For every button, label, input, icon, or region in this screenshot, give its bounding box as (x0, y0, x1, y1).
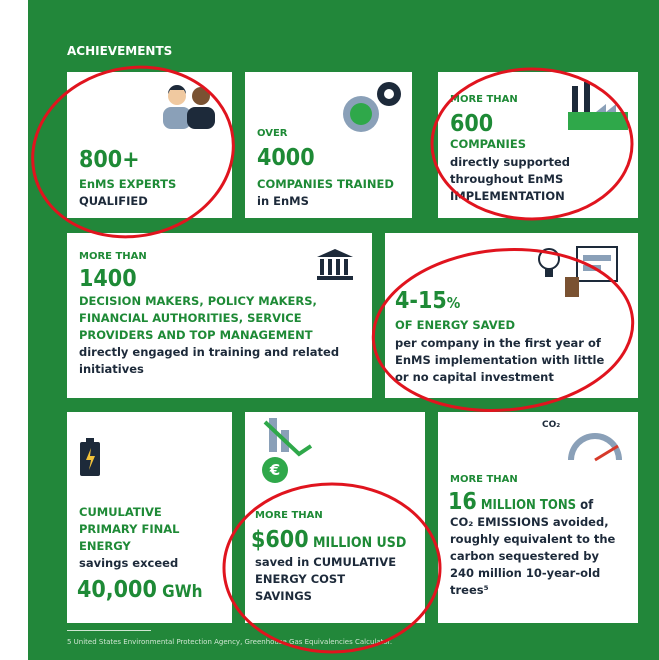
number: 40,000 GWh (77, 578, 203, 604)
line: ENERGY (79, 539, 131, 553)
prefix: MORE THAN (255, 510, 323, 521)
card: MORE THAN 1400 DECISION MAKERS, POLICY M… (67, 233, 372, 398)
unit: MILLION TONS (476, 498, 577, 513)
line: directly engaged in training and related (79, 345, 340, 359)
line: throughout EnMS (450, 172, 564, 186)
card: 800+ EnMS EXPERTS QUALIFIED (67, 72, 232, 218)
line: CUMULATIVE (79, 505, 162, 519)
card: OVER 4000 COMPANIES TRAINED in EnMS (245, 72, 412, 218)
gears-icon (343, 82, 401, 132)
unit: GWh (156, 582, 203, 602)
value: $600 (251, 527, 309, 553)
battery-icon (80, 438, 100, 476)
building-icon (317, 249, 353, 280)
line: 240 million 10-year-old (450, 566, 601, 580)
card: € MORE THAN $600 MILLION USD saved in CU… (245, 412, 425, 623)
line: SAVINGS (255, 589, 312, 603)
line: directly supported (450, 155, 570, 169)
card: CUMULATIVE PRIMARY FINAL ENERGY savings … (67, 412, 232, 623)
footnote-rule (67, 630, 151, 631)
line: COMPANIES TRAINED (257, 177, 394, 191)
prefix: OVER (257, 128, 288, 139)
people-icon (163, 85, 215, 129)
prefix: MORE THAN (450, 474, 518, 485)
line: per company in the first year of (395, 336, 601, 350)
line: IMPLEMENTATION (450, 189, 565, 203)
value: 16 (448, 489, 477, 515)
bulb-icon (538, 246, 618, 297)
line: DECISION MAKERS, POLICY MAKERS, (79, 294, 317, 308)
prefix: MORE THAN (450, 94, 518, 105)
prefix: MORE THAN (79, 251, 147, 262)
line: QUALIFIED (79, 194, 148, 208)
icon-label: CO₂ (542, 420, 561, 430)
line: or no capital investment (395, 370, 554, 384)
card: CO₂ MORE THAN 16 MILLION TONS of CO₂ EMI… (438, 412, 638, 623)
number: 600 (450, 111, 494, 137)
line: initiatives (79, 362, 144, 376)
euro-chart-icon: € (262, 418, 313, 483)
svg-text:€: € (269, 461, 280, 479)
value: 40,000 (77, 577, 157, 603)
line: trees⁵ (450, 583, 489, 597)
unit-suffix: of (576, 498, 594, 513)
line: in EnMS (257, 194, 309, 208)
line: CO₂ EMISSIONS avoided, (450, 515, 609, 529)
line: saved in CUMULATIVE (255, 555, 397, 569)
line: EnMS EXPERTS (79, 177, 177, 191)
line: COMPANIES (450, 137, 526, 151)
title: ACHIEVEMENTS (67, 44, 173, 58)
line: PRIMARY FINAL (79, 522, 180, 536)
card: 4-15% OF ENERGY SAVED per company in the… (385, 233, 638, 398)
number: 4000 (257, 145, 315, 171)
line: carbon sequestered by (450, 549, 600, 563)
gauge-icon (568, 433, 622, 462)
number: 16 MILLION TONS of (448, 490, 593, 518)
number: 1400 (79, 266, 137, 292)
number: 800+ (79, 147, 140, 173)
line: EnMS implementation with little (395, 353, 605, 367)
line: OF ENERGY SAVED (395, 318, 516, 332)
line: PROVIDERS AND TOP MANAGEMENT (79, 328, 313, 342)
number: $600 MILLION USD (251, 528, 406, 555)
card: MORE THAN 600 COMPANIES directly support… (438, 72, 638, 218)
unit: MILLION USD (308, 535, 407, 551)
unit: % (446, 294, 461, 312)
value: 4-15 (395, 288, 447, 314)
footnote: 5 United States Environmental Protection… (67, 638, 393, 646)
line: FINANCIAL AUTHORITIES, SERVICE (79, 311, 302, 325)
line: savings exceed (79, 556, 179, 570)
line: ENERGY COST (255, 572, 346, 586)
line: roughly equivalent to the (450, 532, 616, 546)
factory-icon (568, 82, 628, 130)
number: 4-15% (395, 289, 460, 315)
